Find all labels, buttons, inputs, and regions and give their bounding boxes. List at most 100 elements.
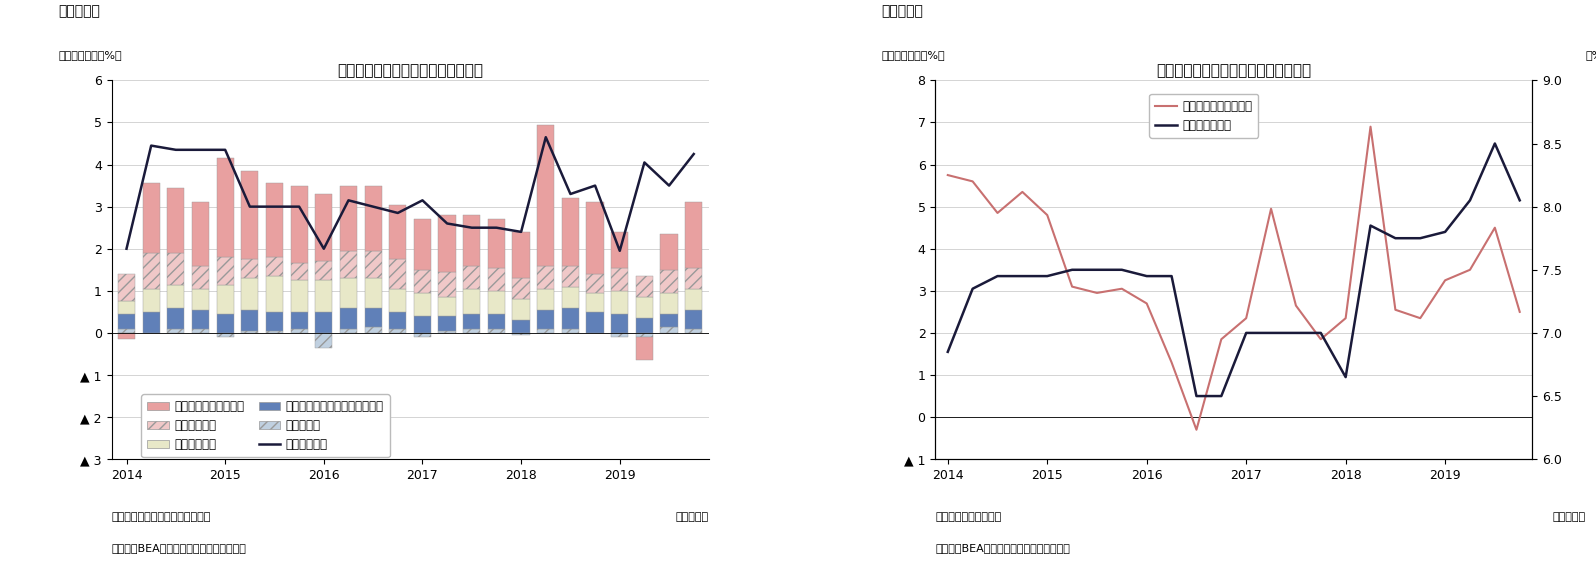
Bar xyxy=(463,289,480,314)
Bar xyxy=(340,329,358,333)
Bar xyxy=(611,232,629,267)
Bar xyxy=(241,331,259,333)
Text: （前期比年率、%）: （前期比年率、%） xyxy=(57,50,121,60)
Bar xyxy=(118,274,136,301)
Text: （資料）BEAよりニッセイ基礎研究所作成: （資料）BEAよりニッセイ基礎研究所作成 xyxy=(112,542,247,553)
Bar xyxy=(661,270,678,293)
Bar xyxy=(512,299,530,320)
Bar xyxy=(241,171,259,259)
Bar xyxy=(217,314,233,333)
Bar xyxy=(586,293,603,312)
Bar xyxy=(364,327,381,333)
Bar xyxy=(364,251,381,278)
Bar xyxy=(314,312,332,333)
Bar xyxy=(241,310,259,331)
Bar xyxy=(168,188,185,253)
Bar xyxy=(538,310,554,329)
Bar xyxy=(512,278,530,299)
Bar xyxy=(267,331,282,333)
Bar xyxy=(413,316,431,333)
Text: （注）季節調整系列の前期比年率: （注）季節調整系列の前期比年率 xyxy=(112,512,211,522)
Text: （%）: （%） xyxy=(1586,50,1596,60)
Bar xyxy=(267,257,282,276)
Bar xyxy=(661,314,678,327)
Bar xyxy=(635,333,653,337)
Title: 米国の実質個人消費支出（寄与度）: 米国の実質個人消費支出（寄与度） xyxy=(337,63,484,78)
Bar xyxy=(290,185,308,263)
Bar xyxy=(290,280,308,312)
Bar xyxy=(538,266,554,289)
Bar xyxy=(168,253,185,285)
Bar xyxy=(685,329,702,333)
Bar xyxy=(685,203,702,267)
Bar xyxy=(192,310,209,329)
Bar xyxy=(562,286,579,308)
Bar xyxy=(463,314,480,329)
Bar xyxy=(364,278,381,308)
Legend: サービス（医療除く）, 医療サービス, 非耐久消費財, 耐久消費財（自動車関連除く）, 自動車関連, 実質個人消費: サービス（医療除く）, 医療サービス, 非耐久消費財, 耐久消費財（自動車関連除… xyxy=(142,394,389,457)
Bar xyxy=(439,316,456,331)
Bar xyxy=(488,219,504,267)
Bar xyxy=(488,291,504,314)
Bar xyxy=(364,185,381,251)
Text: （前期比年率、%）: （前期比年率、%） xyxy=(881,50,945,60)
Bar xyxy=(241,278,259,310)
Bar xyxy=(562,198,579,266)
Bar xyxy=(217,158,233,257)
Bar xyxy=(168,329,185,333)
Bar xyxy=(413,219,431,270)
Text: （注）季節調整済系列: （注）季節調整済系列 xyxy=(935,512,1002,522)
Bar xyxy=(389,312,407,329)
Bar xyxy=(611,291,629,314)
Bar xyxy=(142,312,160,333)
Bar xyxy=(635,337,653,360)
Bar xyxy=(364,308,381,327)
Bar xyxy=(192,266,209,289)
Bar xyxy=(118,333,136,339)
Bar xyxy=(488,314,504,329)
Bar xyxy=(217,285,233,314)
Bar xyxy=(439,331,456,333)
Bar xyxy=(340,185,358,251)
Bar xyxy=(192,289,209,310)
Bar xyxy=(142,184,160,253)
Bar xyxy=(389,329,407,333)
Bar xyxy=(562,266,579,286)
Bar xyxy=(611,267,629,291)
Bar xyxy=(586,274,603,293)
Bar xyxy=(635,297,653,318)
Bar xyxy=(661,234,678,270)
Text: （図表３）: （図表３） xyxy=(57,5,101,18)
Bar xyxy=(685,267,702,289)
Bar xyxy=(192,203,209,266)
Bar xyxy=(586,203,603,274)
Bar xyxy=(314,261,332,280)
Bar xyxy=(142,253,160,289)
Bar xyxy=(538,125,554,266)
Bar xyxy=(314,194,332,261)
Bar xyxy=(340,308,358,329)
Bar xyxy=(512,320,530,333)
Bar xyxy=(538,329,554,333)
Bar xyxy=(267,312,282,331)
Title: 米国の実質可処分所得伸び率と貯蓄率: 米国の実質可処分所得伸び率と貯蓄率 xyxy=(1156,63,1312,78)
Bar xyxy=(290,329,308,333)
Bar xyxy=(685,310,702,329)
Bar xyxy=(413,333,431,337)
Bar xyxy=(389,204,407,259)
Bar xyxy=(413,293,431,316)
Bar xyxy=(241,259,259,278)
Bar xyxy=(217,257,233,285)
Bar xyxy=(488,329,504,333)
Text: （図表４）: （図表４） xyxy=(881,5,924,18)
Bar xyxy=(267,276,282,312)
Bar xyxy=(142,289,160,312)
Bar xyxy=(314,280,332,312)
Bar xyxy=(340,278,358,308)
Bar xyxy=(168,285,185,308)
Bar xyxy=(389,259,407,289)
Bar xyxy=(439,215,456,272)
Bar xyxy=(314,333,332,348)
Bar xyxy=(118,329,136,333)
Bar xyxy=(611,333,629,337)
